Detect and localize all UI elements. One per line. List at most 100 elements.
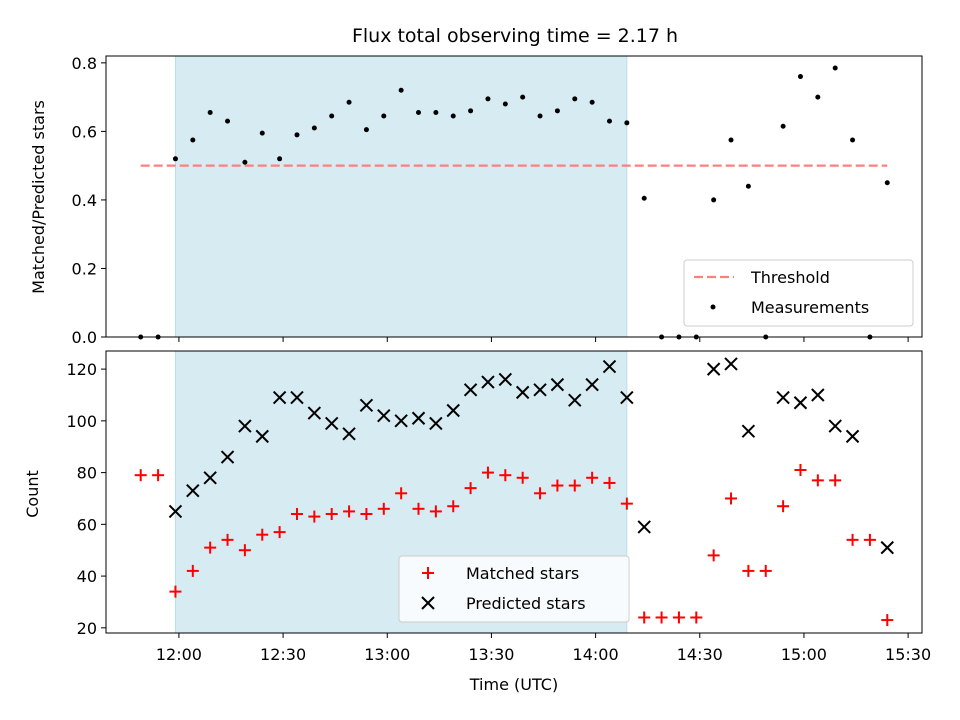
matched-star-point bbox=[377, 502, 390, 515]
measurement-point bbox=[311, 125, 317, 131]
matched-star-point bbox=[481, 466, 494, 479]
matched-star-point bbox=[290, 507, 303, 520]
measurement-point bbox=[797, 74, 803, 80]
matched-star-point bbox=[360, 507, 373, 520]
predicted-star-point-b bbox=[238, 419, 252, 433]
measurement-point bbox=[450, 113, 456, 119]
predicted-star-point-b bbox=[533, 383, 547, 397]
measurement-point bbox=[502, 101, 508, 107]
xaxis-ticks: 12:00 12:30 13:00 13:30 14:00 14:30 15:00 15:30 bbox=[156, 337, 931, 664]
predicted-star-point bbox=[342, 427, 356, 441]
xtick-label: 12:30 bbox=[260, 645, 306, 664]
matched-star-point bbox=[464, 482, 477, 495]
top-ytick-label: 0.4 bbox=[72, 191, 97, 210]
predicted-star-point bbox=[498, 372, 513, 387]
bottom-ytick-label: 100 bbox=[66, 412, 97, 431]
measurement-point bbox=[485, 96, 491, 102]
predicted-star-point bbox=[620, 390, 634, 405]
matched-star-point bbox=[586, 471, 599, 484]
measurement-point bbox=[589, 99, 595, 105]
measurement-point bbox=[850, 137, 856, 143]
bottom-ylabel: Count bbox=[23, 470, 42, 518]
predicted-star-point-b bbox=[377, 408, 391, 423]
matched-star-point bbox=[620, 497, 633, 510]
predicted-star-point-b bbox=[168, 504, 183, 519]
legend-matched-label: Matched stars bbox=[466, 564, 579, 583]
predicted-star-point-b bbox=[724, 357, 738, 371]
predicted-star-point bbox=[186, 483, 200, 498]
chart-title: Flux total observing time = 2.17 h bbox=[352, 25, 678, 47]
predicted-star-point-b bbox=[880, 540, 894, 555]
bottom-legend-box bbox=[398, 555, 630, 623]
top-ytick-label: 0.2 bbox=[72, 259, 97, 278]
predicted-star-point bbox=[880, 540, 894, 555]
matched-star-point bbox=[186, 564, 199, 577]
legend-measurements-label: Measurements bbox=[751, 298, 869, 317]
xtick-label: 15:00 bbox=[781, 645, 827, 664]
legend-predicted-swatch bbox=[421, 596, 435, 610]
measurement-point bbox=[711, 197, 717, 203]
predicted-star-point bbox=[568, 393, 582, 407]
predicted-star-point-b bbox=[585, 377, 599, 392]
top-ytick-label: 0.6 bbox=[72, 122, 97, 141]
top-ylabel: Matched/Predicted stars bbox=[29, 100, 48, 294]
matched-star-point bbox=[725, 492, 738, 505]
measurement-point bbox=[884, 180, 890, 186]
matched-star-point bbox=[204, 541, 217, 554]
matched-star-point bbox=[690, 611, 703, 624]
xtick-label: 15:30 bbox=[885, 645, 931, 664]
matched-star-point bbox=[881, 614, 894, 627]
measurement-point bbox=[641, 195, 647, 201]
xtick-label: 13:00 bbox=[364, 645, 410, 664]
predicted-star-point bbox=[307, 406, 322, 420]
bottom-ytick-label: 120 bbox=[66, 360, 97, 379]
legend-matched-swatch bbox=[422, 567, 434, 579]
predicted-star-point bbox=[272, 390, 287, 405]
predicted-star-point bbox=[637, 520, 651, 534]
measurement-point bbox=[190, 137, 196, 143]
top-panel-frame bbox=[105, 55, 923, 338]
predicted-stars-series bbox=[168, 357, 894, 555]
top-ytick-label: 0.0 bbox=[72, 328, 97, 347]
predicted-star-point bbox=[533, 383, 547, 397]
matched-star-point bbox=[516, 471, 529, 484]
predicted-star-point bbox=[168, 504, 183, 519]
predicted-star-point-b bbox=[446, 403, 460, 418]
top-panel-shading bbox=[174, 55, 628, 338]
measurement-point bbox=[381, 113, 387, 119]
xtick-label: 14:30 bbox=[677, 645, 723, 664]
predicted-star-point bbox=[446, 403, 460, 418]
matched-star-point bbox=[794, 464, 807, 477]
predicted-star-point-b bbox=[602, 359, 617, 374]
predicted-star-point bbox=[550, 377, 565, 392]
xtick-label: 13:30 bbox=[468, 645, 514, 664]
measurement-point bbox=[815, 94, 821, 100]
predicted-star-point bbox=[359, 398, 374, 413]
matched-star-point bbox=[499, 469, 512, 482]
measurement-point bbox=[728, 137, 734, 143]
measurement-point bbox=[468, 108, 474, 114]
predicted-star-point bbox=[481, 375, 495, 389]
matched-star-point bbox=[534, 487, 547, 500]
matched-star-point bbox=[863, 533, 876, 546]
matched-star-point bbox=[412, 502, 425, 515]
measurement-point bbox=[329, 113, 335, 119]
predicted-star-point bbox=[741, 424, 756, 438]
predicted-star-point-b bbox=[706, 362, 721, 376]
top-legend: Threshold Measurements bbox=[683, 259, 914, 327]
legend-threshold-label: Threshold bbox=[750, 268, 830, 287]
predicted-star-point bbox=[602, 359, 617, 374]
predicted-star-point-b bbox=[307, 406, 322, 420]
matched-star-point bbox=[603, 476, 616, 489]
predicted-star-point bbox=[203, 471, 217, 485]
matched-star-point bbox=[152, 469, 165, 482]
measurements-series bbox=[138, 65, 890, 340]
measurement-point bbox=[745, 183, 751, 189]
predicted-star-point-b bbox=[220, 450, 235, 464]
bottom-panel-frame bbox=[105, 350, 923, 634]
predicted-star-point-b bbox=[568, 393, 582, 407]
predicted-star-point-b bbox=[342, 427, 356, 441]
predicted-star-point-b bbox=[272, 390, 287, 405]
bottom-ytick-label: 40 bbox=[77, 567, 97, 586]
legend-predicted-label: Predicted stars bbox=[466, 594, 586, 613]
